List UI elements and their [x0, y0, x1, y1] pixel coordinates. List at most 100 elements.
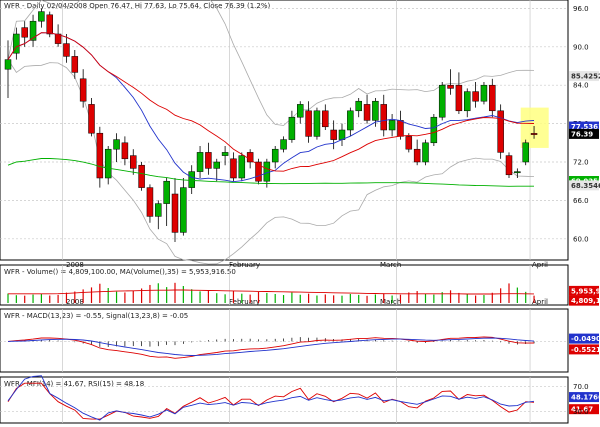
candle-body-31 — [263, 161, 271, 182]
candle-body-47 — [397, 120, 404, 137]
price-tag-4-label: 68.3546 — [571, 182, 600, 190]
macd-tag-1-box — [569, 344, 599, 355]
month-label-march: March — [380, 261, 401, 269]
candle-body-11 — [96, 132, 104, 179]
value-tags-layer: 85.425277.536176.3969.025368.35465,953,9… — [569, 71, 600, 415]
candle-body-26 — [221, 152, 229, 156]
candle-body-16 — [138, 164, 145, 188]
volume-panel-frame — [0, 264, 569, 306]
volume-month-label-february: February — [229, 298, 260, 306]
candle-body-13 — [113, 139, 120, 150]
price-tag-1-box — [569, 121, 599, 132]
candle-body-55 — [464, 91, 471, 112]
price-tag-4-box — [569, 180, 599, 191]
price-panel-title: WFR - Daily 02/04/2008 Open 76.47, Hi 77… — [4, 2, 270, 10]
candle-body-22 — [188, 171, 195, 188]
macd-tag-1-label: -0.5521 — [571, 346, 600, 354]
price-tag-0-box — [569, 71, 599, 82]
candle-body-21 — [180, 187, 187, 233]
candle-body-30 — [255, 161, 262, 182]
rsi-tag-2-label: 41.67 — [571, 406, 593, 414]
candle-body-14 — [121, 142, 129, 160]
volume-tag-0-label: 5,953,916 — [571, 287, 600, 295]
candle-body-9 — [79, 78, 87, 102]
price-tick-label-6: 96.0 — [573, 5, 589, 13]
candle-body-46 — [388, 120, 396, 131]
candle-body-62 — [522, 142, 529, 163]
candle-body-7 — [63, 43, 70, 57]
candle-body-42 — [355, 100, 362, 112]
bollinger-lower-line — [7, 59, 535, 265]
candle-body-18 — [155, 203, 162, 217]
rsi-panel-frame — [0, 376, 569, 424]
candle-body-48 — [405, 136, 413, 150]
candle-body-10 — [88, 104, 95, 134]
volume-month-label-march: March — [380, 298, 401, 306]
mfi-line — [7, 382, 535, 420]
candle-body-54 — [455, 84, 463, 112]
rsi-layer: 70.0 30.0 — [0, 375, 589, 421]
candle-body-0 — [4, 59, 12, 70]
rsi-tag-2-box — [569, 404, 599, 415]
month-label-february: February — [229, 261, 260, 269]
volume-tag-0-box — [569, 285, 599, 296]
volume-ma-line — [8, 289, 535, 295]
candle-body-3 — [29, 20, 37, 41]
candle-body-63 — [530, 133, 538, 135]
candle-body-20 — [171, 193, 179, 233]
candle-body-17 — [146, 187, 154, 217]
ma-mid-red-line — [7, 32, 535, 172]
candle-body-51 — [430, 116, 438, 144]
price-tag-2-label: 76.39 — [571, 130, 593, 138]
candle-body-60 — [505, 155, 513, 176]
bollinger-band-layer — [7, 0, 535, 265]
candle-body-19 — [163, 180, 170, 204]
candle-body-52 — [438, 84, 446, 118]
price-tick-label-2: 72.0 — [573, 159, 589, 167]
candle-body-28 — [238, 155, 246, 179]
candle-body-23 — [196, 152, 204, 172]
candle-body-56 — [472, 91, 479, 102]
rsi-tick-label-0: 70.0 — [573, 383, 589, 391]
price-tick-label-5: 90.0 — [573, 43, 589, 51]
price-tick-label-1: 66.0 — [573, 197, 589, 205]
candle-body-41 — [347, 110, 354, 131]
candle-body-6 — [54, 33, 62, 44]
candle-body-27 — [230, 158, 237, 179]
candle-body-35 — [297, 104, 304, 118]
candle-body-38 — [322, 110, 329, 128]
candle-body-44 — [372, 100, 379, 121]
candle-body-50 — [422, 142, 429, 163]
candle-body-53 — [447, 84, 454, 89]
volume-panel-title: WFR - Volume() = 4,809,100.00, MA(Volume… — [4, 268, 236, 276]
moving-average-layer — [7, 32, 535, 187]
candle-body-37 — [313, 110, 321, 137]
rsi-tick-label-3: 30.0 — [573, 408, 589, 416]
volume-tag-1-box — [569, 295, 599, 306]
rsi-panel-title: WFR - MFI(14) = 41.67, RSI(15) = 48.18 — [4, 380, 144, 388]
candle-body-59 — [497, 110, 504, 153]
candle-body-1 — [13, 33, 20, 54]
candle-body-8 — [71, 56, 79, 73]
macd-tag-0-box — [569, 333, 599, 344]
macd-signal-line — [7, 337, 535, 356]
price-tick-label-4: 84.0 — [573, 82, 589, 90]
candle-body-57 — [480, 84, 488, 102]
candle-body-39 — [330, 129, 337, 140]
rsi-line — [7, 375, 535, 421]
candle-body-36 — [305, 110, 312, 137]
candle-body-40 — [338, 129, 346, 140]
bollinger-upper-line — [7, 0, 535, 126]
candle-body-5 — [46, 14, 53, 35]
month-label-april: April — [532, 261, 548, 269]
rsi-tag-1-label: 48.1766 — [571, 394, 600, 402]
macd-panel-frame — [0, 308, 569, 373]
candle-body-45 — [380, 104, 387, 131]
candle-body-2 — [21, 27, 28, 38]
latest-candle-highlight — [520, 107, 549, 148]
price-tag-0-label: 85.4252 — [571, 73, 600, 81]
macd-layer — [0, 336, 568, 359]
candle-body-24 — [205, 152, 212, 169]
candle-body-25 — [213, 161, 220, 169]
